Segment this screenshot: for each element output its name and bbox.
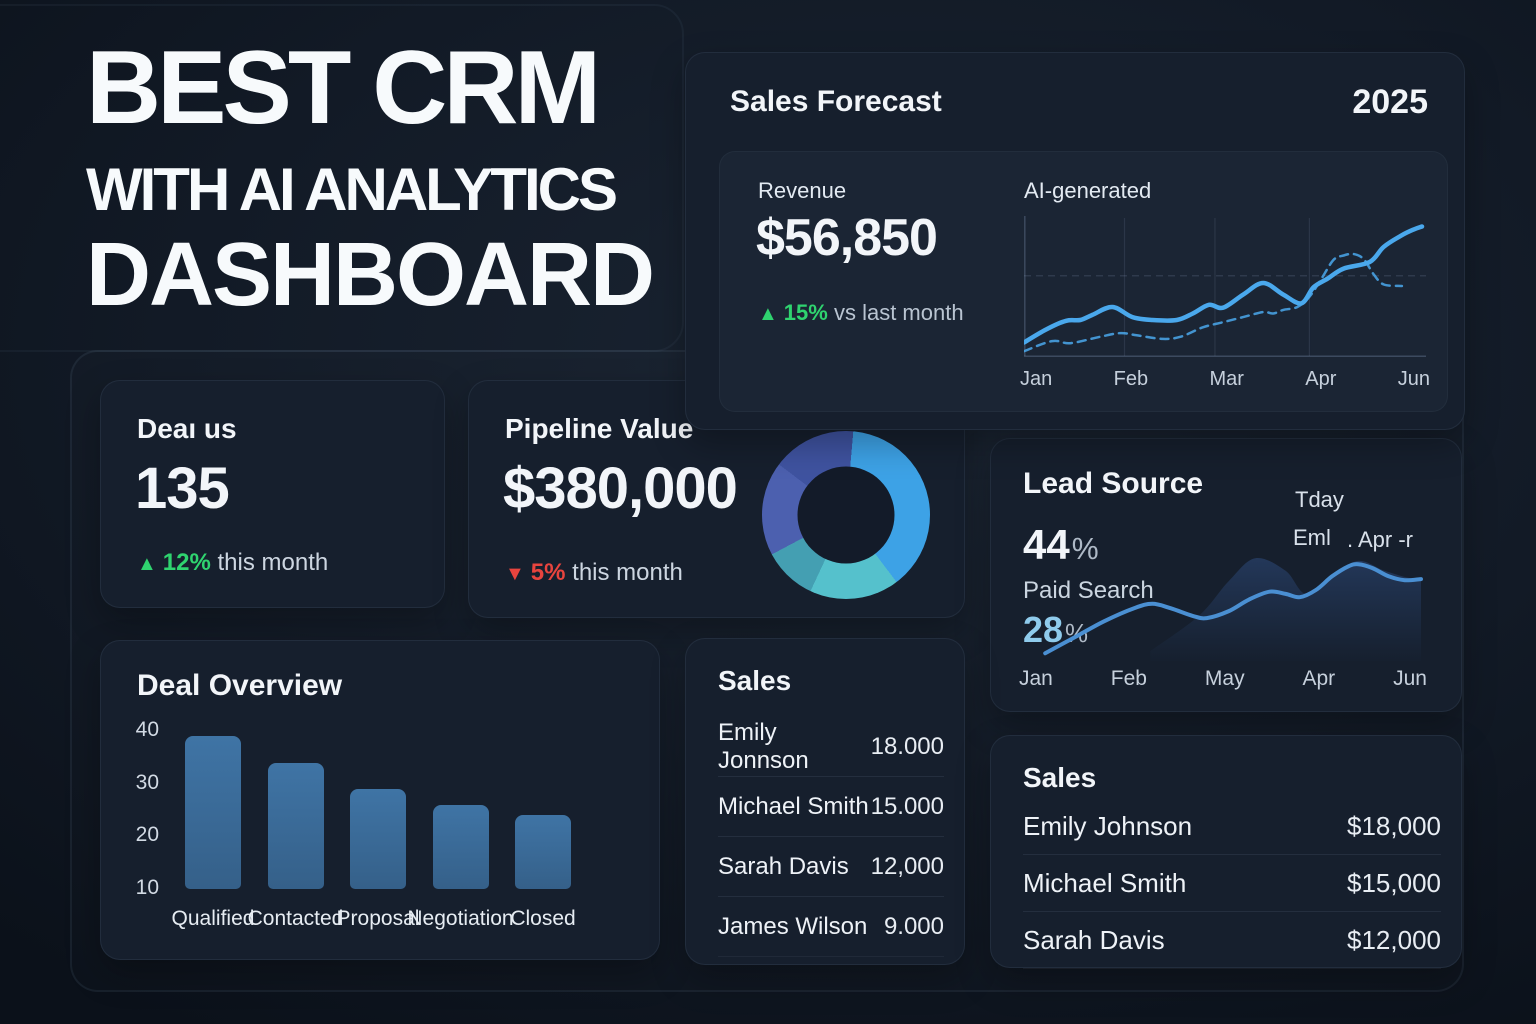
- y-axis-tick: 40: [135, 718, 159, 741]
- trend-up-icon: ▲: [137, 553, 157, 575]
- sales-right-title: Sales: [1023, 762, 1097, 793]
- deal-status-delta-pct: 12%: [162, 549, 211, 576]
- page-title-line2: WITH AI ANALYTICS: [86, 156, 618, 223]
- x-axis-label: Apr: [1305, 368, 1337, 390]
- y-axis-tick: 30: [135, 770, 159, 794]
- page-title-line3: DASHBOARD: [86, 225, 655, 325]
- x-axis-label: May: [1204, 667, 1245, 690]
- deal-status-title: Deaı us: [137, 413, 237, 444]
- salesperson-name: Sarah Davis: [718, 852, 849, 880]
- salesperson-name: Emily Johnson: [1023, 810, 1193, 841]
- sales-amount: 12,000: [870, 852, 944, 880]
- x-axis-label: Jun: [1397, 368, 1430, 390]
- pipeline-value: $380,000: [503, 456, 738, 521]
- sales-list-center-card: Sales Emily Jonnson 18.000 Michael Smith…: [685, 638, 965, 965]
- sales-list-item: James Wilson 9.000: [718, 897, 944, 957]
- sales-center-title: Sales: [718, 665, 792, 696]
- bar: [515, 815, 571, 889]
- forecast-line-chart: [1024, 212, 1426, 357]
- lead-source-primary-pct: 44%: [1023, 521, 1099, 568]
- x-axis-label: Mar: [1209, 368, 1244, 390]
- lead-source-legend-3: . Apr -r: [1347, 527, 1414, 552]
- bar: [432, 805, 489, 889]
- x-axis-category: Negotiation: [407, 907, 514, 930]
- deal-status-value: 135: [135, 456, 230, 521]
- salesperson-name: Sarah Davis: [1023, 924, 1165, 955]
- sales-list-right-card: Sales Emily Johnson $18,000 Michael Smit…: [990, 735, 1462, 969]
- sales-amount: $15,000: [1347, 867, 1441, 898]
- sales-forecast-title: Sales Forecast: [730, 85, 942, 118]
- lead-source-card: Lead Source 44% Paid Search 28% Tday Eml…: [990, 438, 1462, 712]
- salesperson-name: Emily Jonnson: [718, 718, 809, 774]
- x-axis-label: Jan: [1019, 667, 1053, 690]
- x-axis-label: Jan: [1020, 368, 1053, 390]
- x-axis-label: Feb: [1113, 368, 1149, 390]
- trend-up-icon: ▲: [758, 303, 778, 325]
- sales-amount: 18.000: [870, 732, 944, 760]
- sales-amount: 15.000: [870, 792, 944, 820]
- pipeline-donut-chart: [762, 431, 930, 599]
- sales-list-item: Emily Jonnson 18.000: [718, 717, 944, 777]
- lead-source-secondary-label: Paid Search: [1023, 577, 1154, 604]
- ai-generated-label: AI-generated: [1024, 178, 1152, 203]
- deal-status-delta: ▲ 12% this month: [137, 549, 328, 577]
- sales-list-item: Michael Smith 15.000: [718, 777, 944, 837]
- x-axis-label: Jun: [1393, 667, 1427, 690]
- x-axis-label: Feb: [1110, 667, 1147, 690]
- deal-status-card: Deaı us 135 ▲ 12% this month: [100, 380, 445, 608]
- lead-source-legend-1: Tday: [1295, 487, 1344, 512]
- sales-amount: $12,000: [1347, 924, 1441, 955]
- deal-status-delta-note: this month: [217, 549, 329, 576]
- bar: [350, 789, 406, 889]
- pipeline-delta-pct: 5%: [530, 559, 566, 586]
- x-axis-category: Qualified: [171, 907, 255, 930]
- sales-center-rows: Emily Jonnson 18.000 Michael Smith 15.00…: [718, 717, 944, 957]
- title-card: [0, 4, 684, 352]
- revenue-delta-note: vs last month: [833, 300, 964, 325]
- page-title: BEST CRM WITH AI ANALYTICS DASHBOARD: [86, 30, 655, 325]
- bar: [267, 763, 324, 889]
- sales-forecast-year: 2025: [1352, 83, 1428, 121]
- revenue-label: Revenue: [758, 178, 847, 203]
- x-axis-label: Apr: [1302, 667, 1336, 690]
- deal-overview-bars: [185, 731, 571, 889]
- forecast-x-axis-labels: Jan Feb Mar Apr Jun: [1020, 368, 1430, 391]
- bar: [185, 736, 241, 889]
- percent-sign: %: [1071, 533, 1099, 566]
- deal-overview-title: Deal Overview: [137, 669, 343, 702]
- lead-source-legend-2: Eml: [1293, 525, 1331, 550]
- lead-source-x-axis-labels: Jan Feb May Apr Jun: [1019, 667, 1427, 691]
- page-title-line1: BEST CRM: [86, 30, 601, 146]
- revenue-delta: ▲ 15% vs last month: [758, 300, 964, 326]
- sales-list-item: Sarah Davis $12,000: [1023, 912, 1441, 969]
- revenue-delta-pct: 15%: [783, 300, 828, 325]
- x-axis-category: Closed: [510, 907, 576, 930]
- salesperson-name: Michael Smith: [718, 792, 869, 820]
- revenue-value: $56,850: [756, 209, 938, 267]
- sales-list-item: Emily Johnson $18,000: [1023, 798, 1441, 855]
- y-axis-tick: 10: [135, 876, 159, 899]
- sales-amount: 9.000: [883, 912, 944, 940]
- sales-right-rows: Emily Johnson $18,000 Michael Smith $15,…: [1023, 798, 1441, 969]
- pipeline-delta-note: this month: [572, 559, 683, 586]
- pipeline-delta: ▼ 5% this month: [505, 559, 683, 587]
- sales-list-item: Michael Smith $15,000: [1023, 855, 1441, 912]
- y-axis-tick: 20: [135, 823, 159, 847]
- lead-source-area-chart: [1021, 551, 1425, 661]
- salesperson-name: Michael Smith: [1023, 867, 1187, 898]
- x-axis-category: Contacted: [247, 907, 344, 930]
- x-axis-category: Proposal: [336, 907, 420, 930]
- sales-list-item: Sarah Davis 12,000: [718, 837, 944, 897]
- lead-source-title: Lead Source: [1023, 467, 1204, 500]
- trend-down-icon: ▼: [505, 563, 525, 585]
- deal-overview-card: Deal Overview 40 30 20 10 Qualified Contacte…: [100, 640, 660, 960]
- pipeline-title: Pipeline Value: [505, 413, 694, 444]
- sales-amount: $18,000: [1347, 810, 1441, 841]
- salesperson-name: James Wilson: [718, 912, 868, 940]
- sales-forecast-panel: Revenue $56,850 ▲ 15% vs last month AI-ge…: [719, 151, 1448, 412]
- sales-forecast-card: Sales Forecast 2025 Revenue $56,850 ▲ 15%…: [685, 52, 1465, 430]
